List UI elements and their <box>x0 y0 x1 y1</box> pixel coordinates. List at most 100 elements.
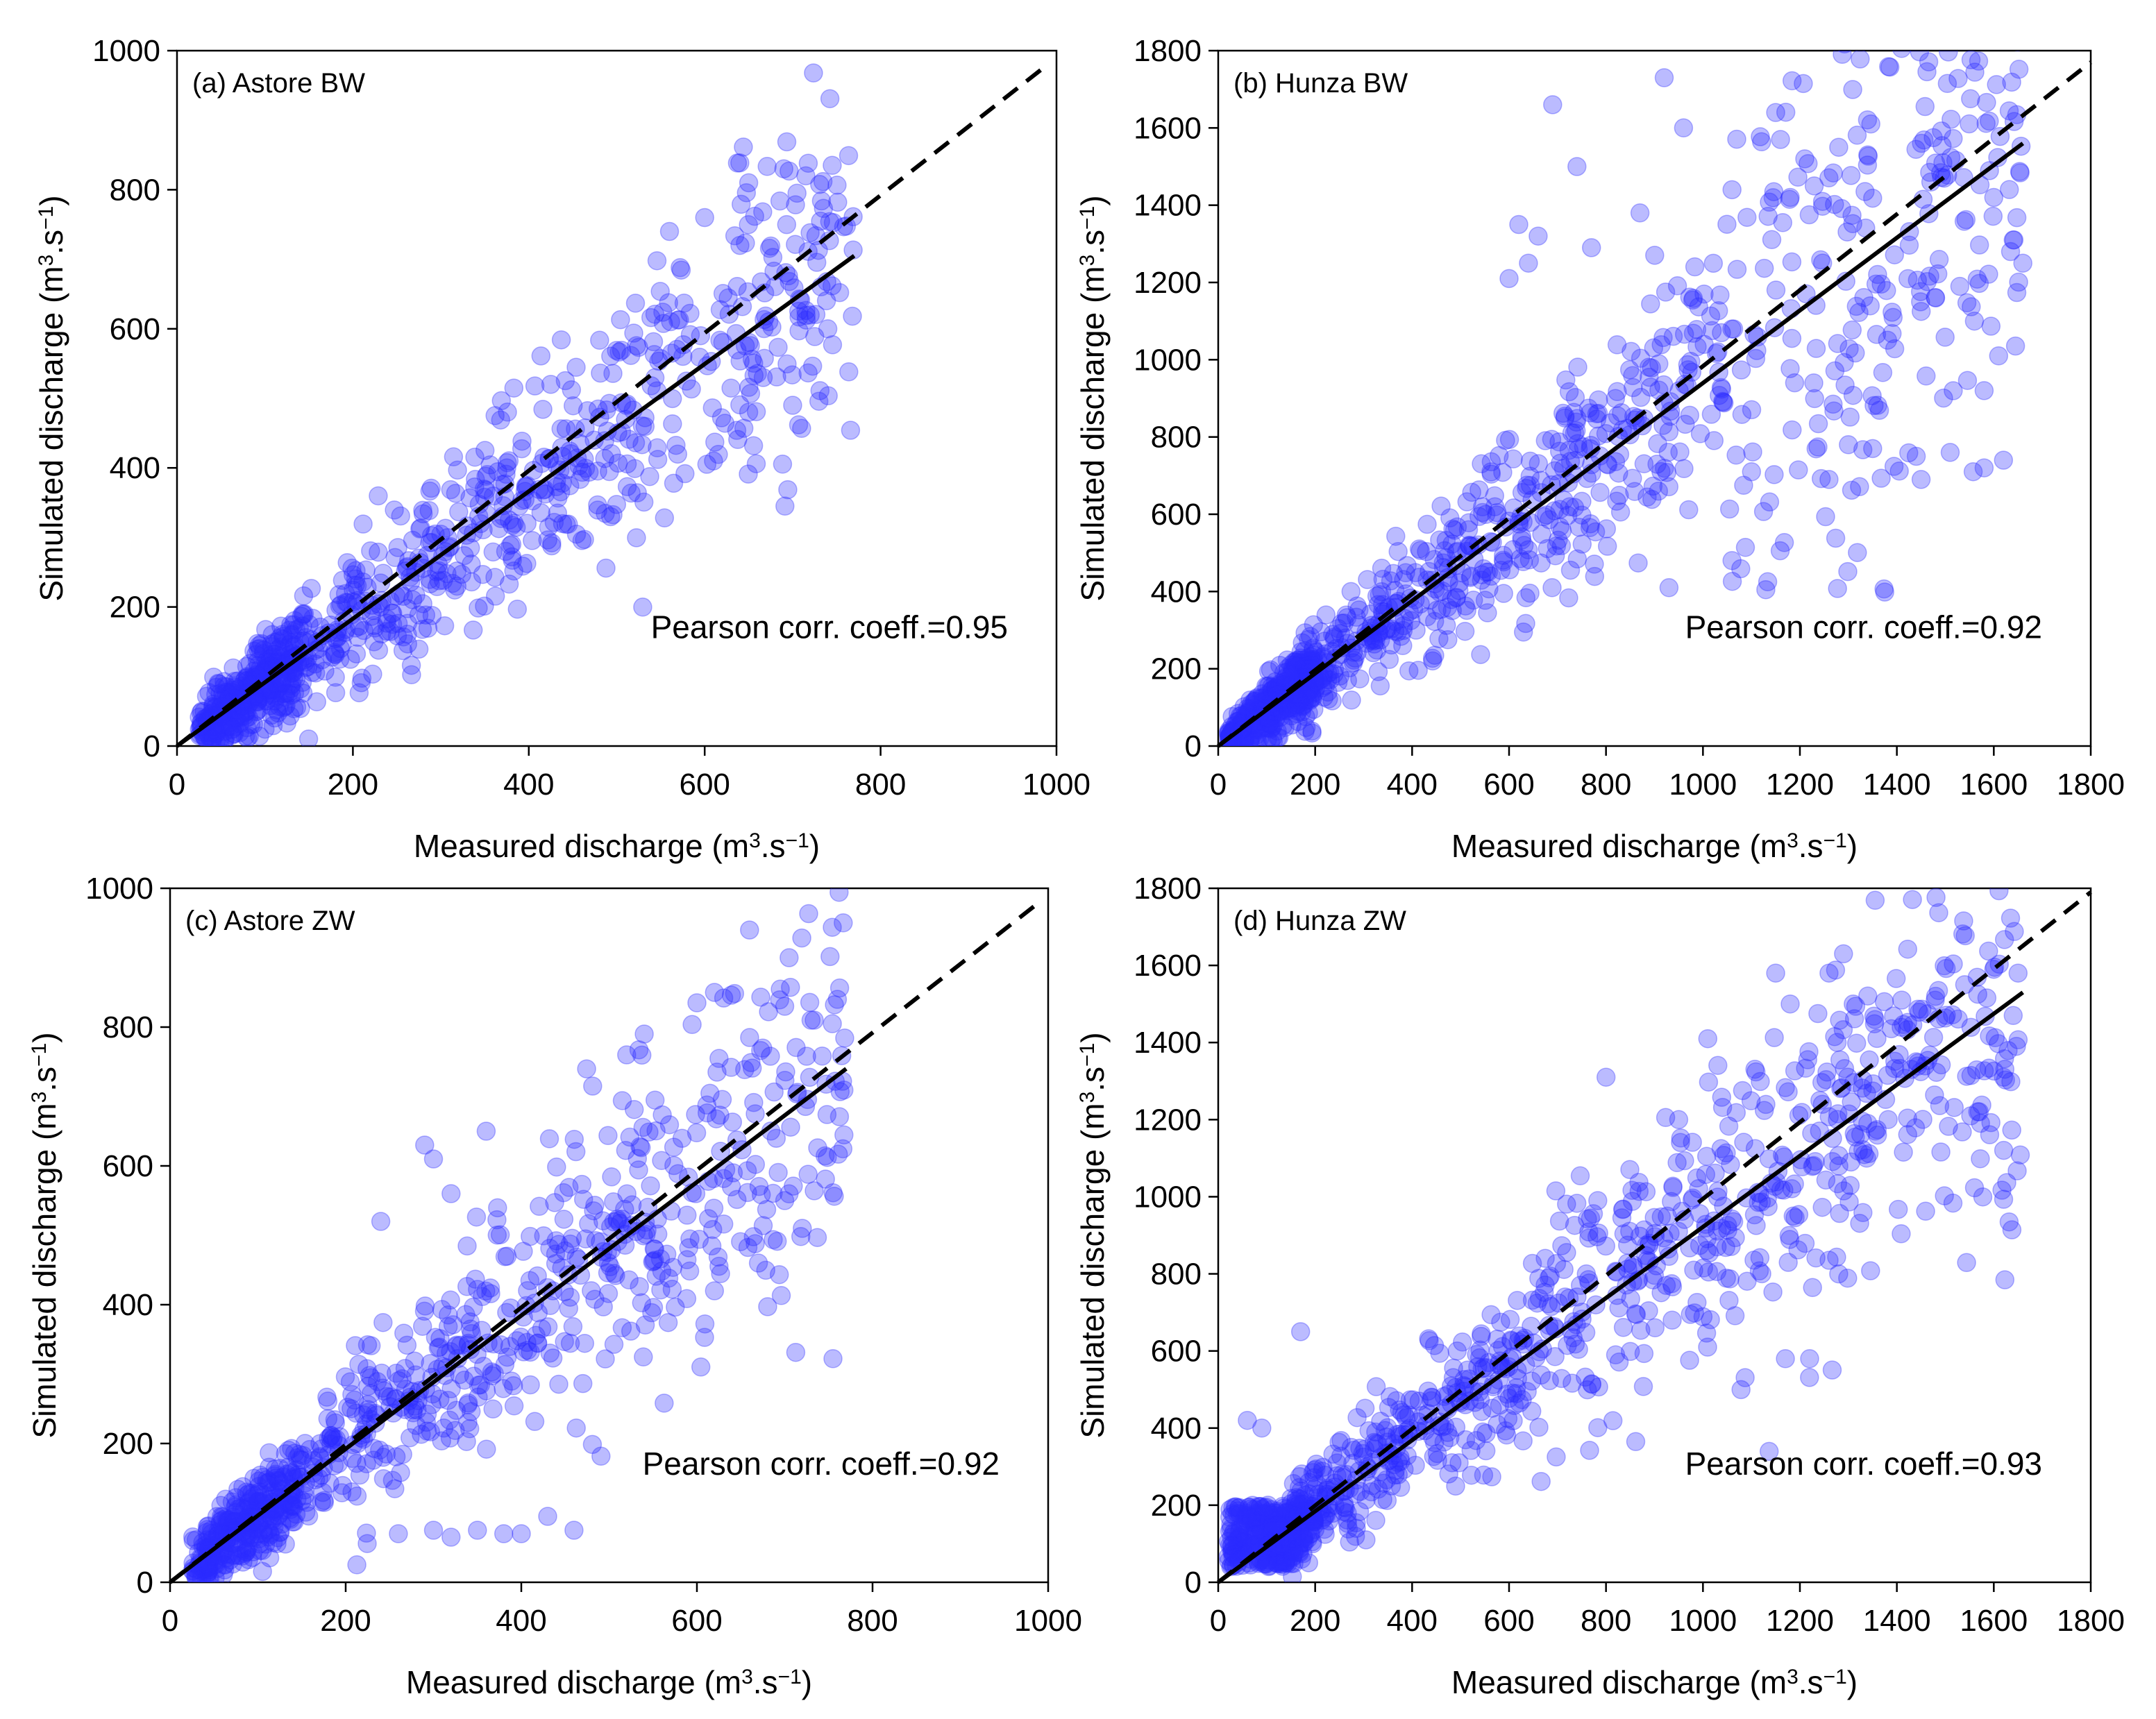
scatter-point <box>1457 492 1477 511</box>
scatter-point <box>517 1332 537 1353</box>
scatter-point <box>1808 1004 1828 1024</box>
scatter-point <box>1553 403 1573 423</box>
scatter-point <box>521 1342 540 1362</box>
scatter-point <box>1969 51 1989 71</box>
scatter-point <box>194 702 214 721</box>
scatter-point <box>242 1525 262 1545</box>
scatter-point <box>1596 1236 1616 1256</box>
scatter-point <box>497 1246 517 1266</box>
scatter-point <box>371 1212 391 1231</box>
scatter-point <box>511 1328 531 1347</box>
scatter-point <box>356 560 376 579</box>
y-tick-label: 800 <box>1151 1258 1202 1292</box>
scatter-point <box>715 414 735 433</box>
scatter-point <box>1275 669 1295 688</box>
scatter-point <box>1734 1133 1753 1152</box>
scatter-point <box>1379 1398 1399 1417</box>
scatter-point <box>1758 572 1778 592</box>
scatter-point <box>237 702 257 721</box>
scatter-point <box>1690 424 1710 443</box>
scatter-point <box>497 458 516 477</box>
scatter-point <box>196 1569 217 1582</box>
scatter-point <box>346 569 366 588</box>
scatter-point <box>770 191 790 211</box>
scatter-point <box>1660 401 1681 421</box>
scatter-point <box>566 1142 586 1162</box>
scatter-point <box>430 1329 450 1348</box>
scatter-point <box>203 694 223 714</box>
scatter-point <box>1519 550 1540 570</box>
scatter-point <box>796 166 816 186</box>
scatter-point <box>1800 1368 1819 1387</box>
scatter-point <box>542 536 562 556</box>
scatter-point <box>226 677 245 697</box>
scatter-point <box>360 1366 380 1385</box>
scatter-point <box>617 454 637 474</box>
scatter-point <box>204 1555 224 1575</box>
scatter-point <box>662 1279 682 1299</box>
scatter-point <box>575 1333 595 1353</box>
scatter-point <box>258 649 278 669</box>
scatter-point <box>1409 539 1429 559</box>
scatter-point <box>725 983 745 1004</box>
scatter-point <box>1532 525 1551 544</box>
scatter-point <box>502 547 522 567</box>
scatter-point <box>273 627 294 646</box>
scatter-point <box>1567 157 1587 176</box>
scatter-point <box>1854 287 1873 307</box>
scatter-point <box>1866 274 1886 294</box>
scatter-point <box>1939 51 1958 62</box>
scatter-point <box>523 531 542 550</box>
scatter-point <box>1424 550 1444 570</box>
scatter-point <box>1531 553 1551 573</box>
scatter-point <box>466 1269 485 1289</box>
scatter-point <box>1558 506 1578 525</box>
scatter-point <box>1612 1200 1633 1219</box>
scatter-point <box>1708 300 1728 321</box>
scatter-point <box>627 336 646 355</box>
scatter-point <box>499 510 519 530</box>
scatter-point <box>782 365 802 384</box>
scatter-point <box>825 1072 845 1091</box>
y-tick-label: 600 <box>103 1149 153 1183</box>
scatter-point <box>273 1467 294 1487</box>
scatter-point <box>476 1121 496 1141</box>
scatter-point <box>1934 388 1953 408</box>
scatter-point <box>1989 346 2009 366</box>
scatter-point <box>213 684 233 704</box>
scatter-point <box>1911 470 1931 489</box>
scatter-point <box>777 214 797 235</box>
scatter-point <box>1388 541 1408 561</box>
scatter-point <box>1589 390 1608 410</box>
scatter-point <box>237 1542 256 1562</box>
scatter-point <box>525 376 545 396</box>
scatter-point <box>2002 1220 2022 1239</box>
scatter-point <box>1713 391 1733 412</box>
scatter-point <box>1702 321 1722 341</box>
scatter-point <box>1331 624 1351 643</box>
scatter-point <box>1342 691 1361 710</box>
scatter-point <box>711 1264 730 1284</box>
scatter-point <box>389 1371 409 1391</box>
scatter-point <box>549 1235 569 1254</box>
scatter-point <box>499 451 519 471</box>
scatter-point <box>822 276 842 296</box>
scatter-point <box>429 561 448 581</box>
x-tick-label: 800 <box>1581 1604 1631 1638</box>
scatter-point <box>1549 530 1568 550</box>
scatter-point <box>1366 630 1386 650</box>
scatter-point <box>520 1271 540 1291</box>
scatter-point <box>679 1238 698 1258</box>
scatter-point <box>207 1507 227 1527</box>
scatter-point <box>1334 613 1354 633</box>
scatter-point <box>542 533 562 552</box>
scatter-point <box>398 625 417 644</box>
y-tick-label: 1000 <box>85 872 153 906</box>
scatter-point <box>1268 721 1287 741</box>
scatter-point <box>430 1389 450 1409</box>
scatter-point <box>249 636 269 656</box>
scatter-point <box>1566 421 1586 441</box>
scatter-point <box>373 1378 393 1398</box>
scatter-point <box>1551 453 1570 473</box>
scatter-point <box>1381 571 1401 591</box>
